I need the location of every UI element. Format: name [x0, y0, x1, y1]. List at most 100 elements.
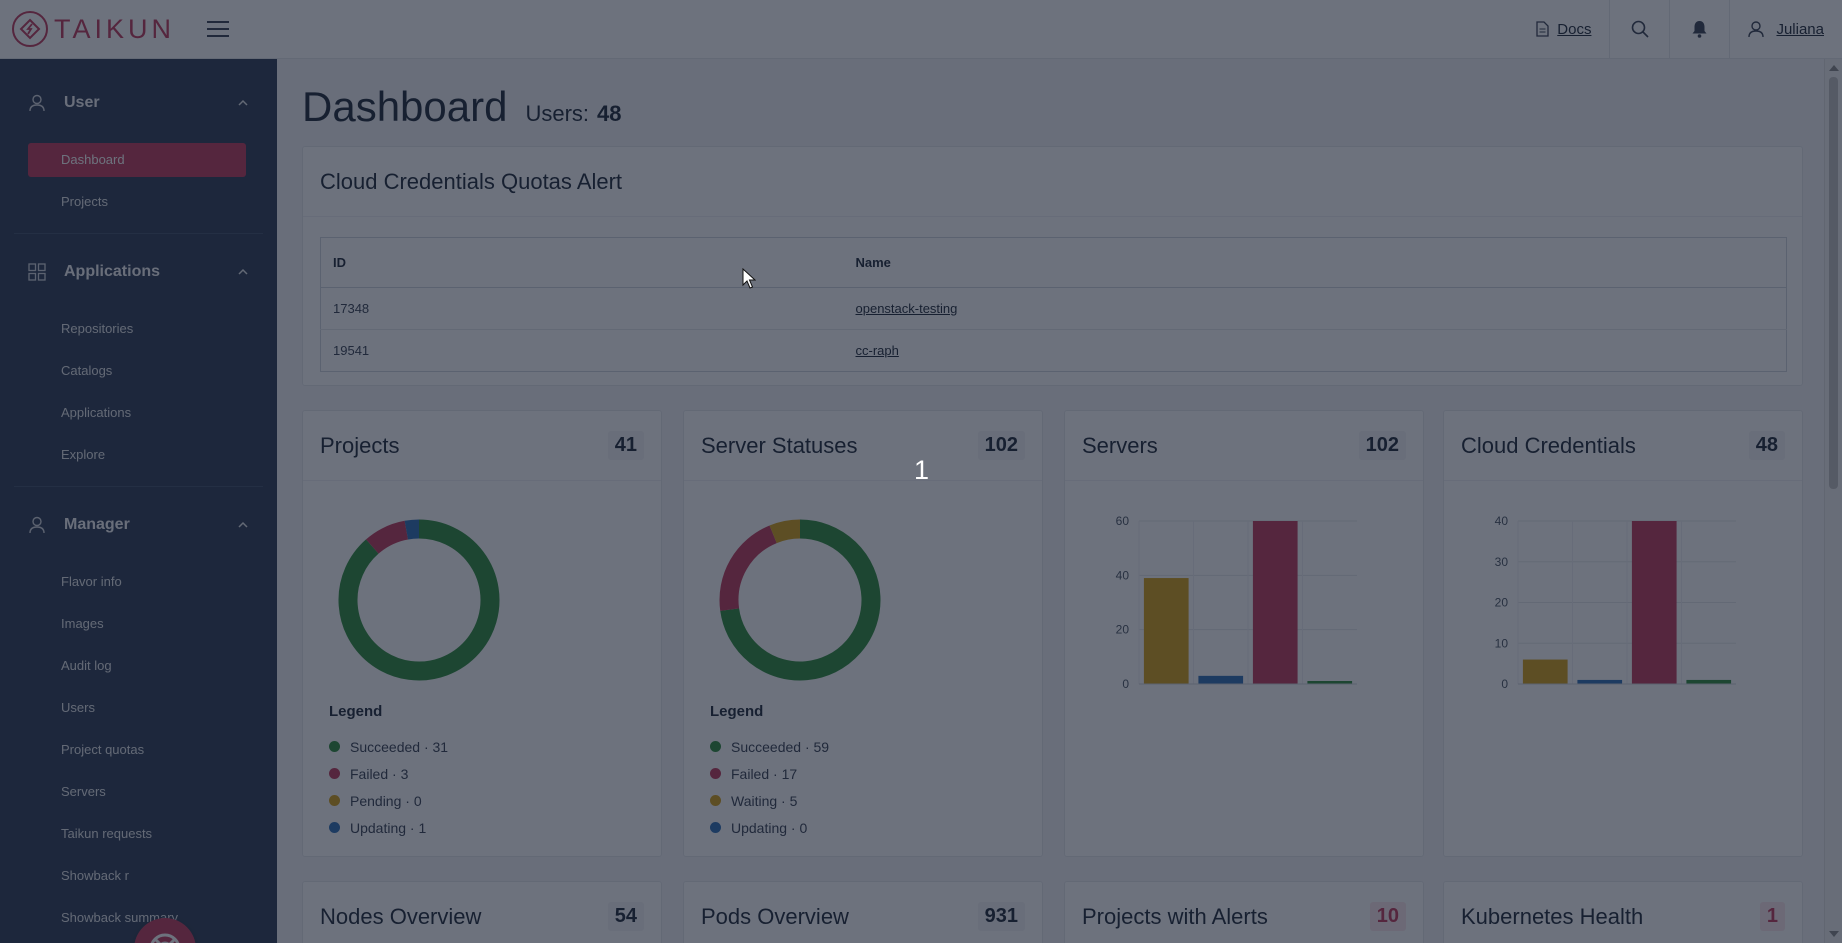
scroll-down-arrow-icon[interactable] [1829, 931, 1839, 937]
sidebar-section-manager[interactable]: Manager [0, 501, 277, 549]
legend-label: Failed · 3 [350, 765, 409, 782]
sidebar-item-taikun-requests[interactable]: Taikun requests [61, 826, 153, 841]
sidebar-item-audit-log[interactable]: Audit log [61, 658, 112, 673]
user-name[interactable]: Juliana [1776, 20, 1824, 38]
alert-count-badge: 10 [1369, 902, 1406, 931]
card-header: Projects with Alerts 10 [1065, 882, 1423, 943]
legend-item[interactable]: Failed · 3 [329, 760, 448, 787]
legend-label: Succeeded · 31 [350, 738, 449, 755]
y-tick-label: 0 [1501, 677, 1508, 691]
legend-dot [329, 741, 340, 752]
grid-icon [28, 263, 46, 281]
search-icon [1631, 20, 1649, 38]
donut-slice-waiting [769, 519, 801, 544]
taikun-logo-icon [12, 11, 48, 47]
scroll-up-arrow-icon[interactable] [1829, 65, 1839, 71]
count-badge: 102 [977, 431, 1025, 460]
card-title: Cloud Credentials [1461, 432, 1636, 458]
legend-item[interactable]: Updating · 0 [710, 814, 829, 841]
legend: Succeeded · 31 Failed · 3 Pending · 0 Up… [329, 733, 448, 841]
sidebar-item-flavor-info[interactable]: Flavor info [61, 574, 122, 589]
chevron-up-icon[interactable] [237, 266, 249, 278]
hamburger-menu-icon[interactable] [207, 21, 230, 37]
table-row: 19541 cc-raph [321, 330, 1787, 372]
chevron-up-icon[interactable] [237, 97, 249, 109]
search-button[interactable] [1609, 0, 1669, 58]
legend-dot [329, 822, 340, 833]
legend-label: Failed · 17 [731, 765, 798, 782]
users-count: 48 [597, 101, 622, 126]
card-header: Cloud Credentials Quotas Alert [303, 147, 1802, 217]
credential-link[interactable]: cc-raph [855, 343, 899, 358]
document-icon [1536, 21, 1549, 37]
donut-slice-failed [366, 520, 409, 554]
credential-link[interactable]: openstack-testing [855, 301, 958, 316]
servers-bar-chart: 0204060AWSAzureOpenStackGoogle [1116, 514, 1357, 691]
sidebar-item-showback-rules[interactable]: Showback r [61, 868, 129, 883]
table-header-row: ID Name [320, 237, 1787, 288]
column-header-name[interactable]: Name [843, 237, 1787, 288]
sidebar-item-servers[interactable]: Servers [61, 784, 106, 799]
main-content: Dashboard Users: 48 Cloud Credentials Qu… [277, 59, 1824, 943]
card-title: Projects [320, 432, 400, 458]
legend-label: Pending · 0 [350, 792, 422, 809]
count-badge: 48 [1748, 431, 1785, 460]
sidebar-item-projects[interactable]: Projects [61, 194, 108, 209]
quota-alert-table: ID Name 17348 openstack-testing 19541 cc… [320, 237, 1787, 372]
legend-item[interactable]: Updating · 1 [329, 814, 448, 841]
legend-item[interactable]: Pending · 0 [329, 787, 448, 814]
legend-item[interactable]: Succeeded · 31 [329, 733, 448, 760]
count-badge: 102 [1358, 431, 1406, 460]
cloud-credentials-quotas-alert-card: Cloud Credentials Quotas Alert ID Name 1… [302, 146, 1803, 386]
sidebar-item-project-quotas[interactable]: Project quotas [61, 742, 145, 757]
sidebar-item-dashboard[interactable]: Dashboard [28, 143, 246, 177]
donut-svg [719, 519, 881, 681]
legend-item[interactable]: Waiting · 5 [710, 787, 829, 814]
donut-slice-succeeded [338, 519, 500, 681]
card-title: Servers [1082, 432, 1158, 458]
sidebar-section-applications[interactable]: Applications [0, 248, 277, 296]
sidebar-item-users[interactable]: Users [61, 700, 95, 715]
sidebar-item-showback-summary[interactable]: Showback summary [61, 910, 179, 925]
card-header: Servers 102 [1065, 411, 1423, 481]
bar-aws [1522, 659, 1568, 684]
legend-title: Legend [329, 703, 383, 720]
scroll-thumb[interactable] [1829, 77, 1838, 489]
sidebar-section-user[interactable]: User [0, 79, 277, 127]
chevron-up-icon[interactable] [237, 519, 249, 531]
card-header: Cloud Credentials 48 [1444, 411, 1802, 481]
user-icon [29, 94, 45, 112]
projects-donut-chart [338, 519, 500, 681]
count-badge: 54 [607, 902, 644, 931]
card-title: Projects with Alerts [1082, 903, 1268, 929]
bar-openstack [1631, 521, 1677, 684]
legend-item[interactable]: Succeeded · 59 [710, 733, 829, 760]
docs-link[interactable]: Docs [1518, 0, 1609, 58]
nodes-overview-card: Nodes Overview 54 [302, 881, 662, 943]
user-menu[interactable]: Juliana [1729, 0, 1842, 58]
legend-label: Waiting · 5 [731, 792, 798, 809]
logo-text: TAIKUN [54, 13, 176, 44]
notifications-button[interactable] [1669, 0, 1729, 58]
sidebar-item-images[interactable]: Images [61, 616, 104, 631]
legend-label: Updating · 1 [350, 819, 427, 836]
column-header-id[interactable]: ID [320, 237, 844, 288]
sidebar-item-catalogs[interactable]: Catalogs [61, 363, 113, 378]
x-tick-label: OpenStack [1623, 690, 1661, 691]
taikun-logo[interactable]: TAIKUN [12, 11, 175, 47]
lifebuoy-icon [150, 933, 180, 943]
mouse-cursor-icon [742, 268, 756, 289]
card-header: Projects 41 [303, 411, 661, 481]
sidebar: User Dashboard Projects Applications Rep… [0, 59, 277, 943]
vertical-scrollbar[interactable] [1824, 59, 1842, 943]
y-tick-label: 10 [1495, 636, 1509, 650]
sidebar-item-explore[interactable]: Explore [61, 447, 106, 462]
docs-label[interactable]: Docs [1557, 20, 1592, 38]
sidebar-item-applications[interactable]: Applications [61, 405, 132, 420]
table-row: 17348 openstack-testing [320, 287, 1787, 330]
legend-item[interactable]: Failed · 17 [710, 760, 829, 787]
sidebar-item-repositories[interactable]: Repositories [61, 321, 134, 336]
card-header: Nodes Overview 54 [303, 882, 661, 943]
y-tick-label: 0 [1122, 677, 1129, 691]
pods-overview-card: Pods Overview 931 [683, 881, 1043, 943]
